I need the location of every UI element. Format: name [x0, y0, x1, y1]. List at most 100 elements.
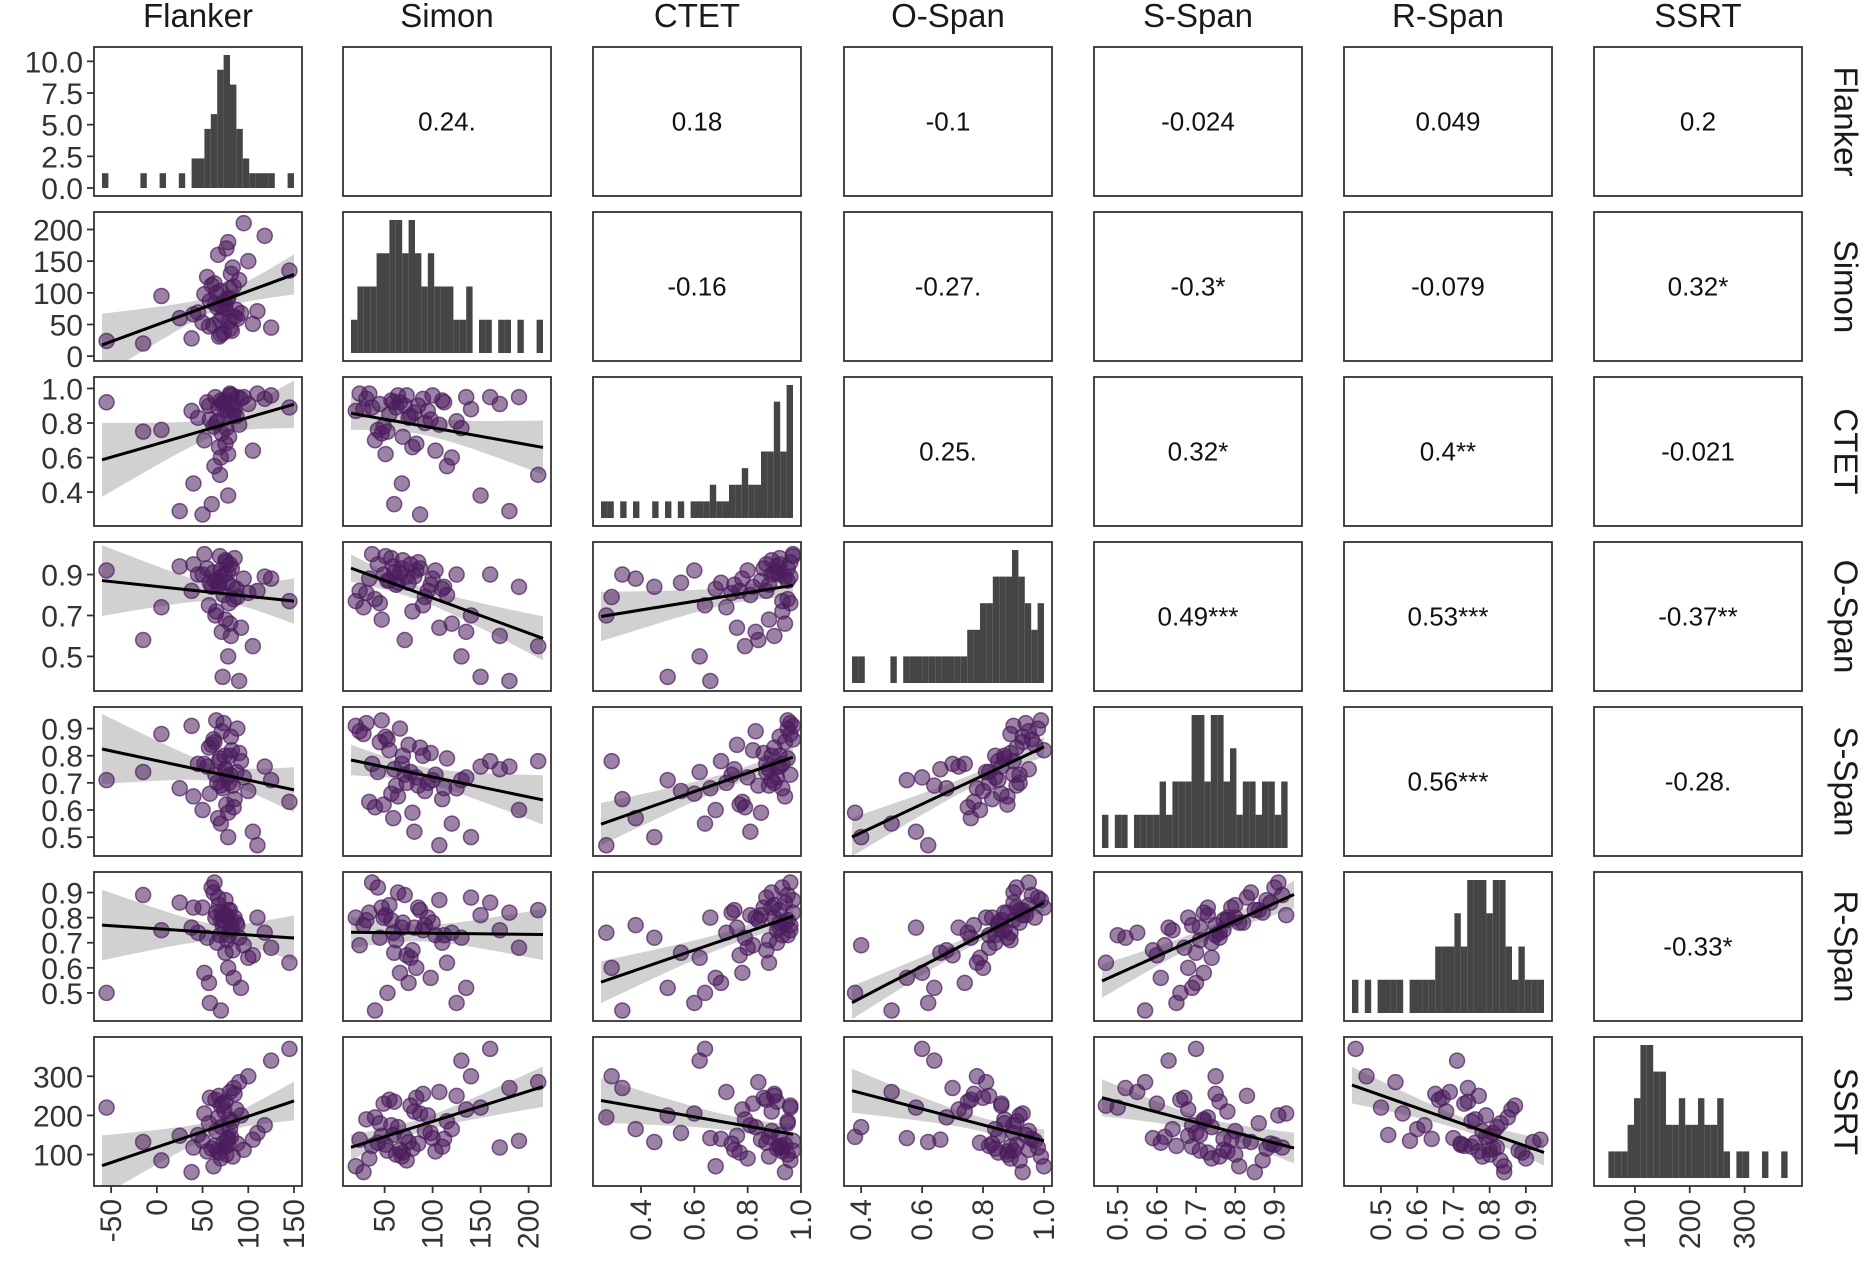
scatter-area — [598, 1040, 801, 1181]
data-point — [411, 506, 429, 523]
data-point — [1191, 919, 1209, 936]
data-point — [377, 445, 394, 463]
panel-border — [592, 706, 802, 857]
histogram-bar — [652, 501, 659, 518]
data-point — [427, 442, 444, 459]
data-point — [1187, 1040, 1205, 1058]
histogram-bar — [249, 173, 256, 188]
data-point — [598, 1109, 615, 1126]
histogram-bar — [1672, 1124, 1679, 1178]
data-point — [907, 919, 925, 936]
histogram-bar — [178, 173, 186, 188]
histogram-bar — [935, 656, 942, 683]
confidence-band — [102, 545, 294, 624]
data-point — [956, 974, 974, 992]
data-point — [852, 936, 870, 954]
data-point — [262, 319, 280, 336]
data-point — [760, 611, 778, 628]
data-point — [739, 1150, 756, 1167]
data-point — [782, 568, 799, 585]
panel-o-span-s-span: 0.49*** — [1093, 541, 1303, 692]
histogram-bar — [903, 656, 910, 683]
data-point — [739, 562, 756, 579]
data-point — [244, 947, 262, 964]
data-point — [211, 466, 229, 484]
histogram-bar — [1512, 979, 1519, 1013]
y-tick-label: 5.0 — [41, 110, 83, 143]
panel-border — [1593, 211, 1803, 362]
histogram-bar — [767, 451, 774, 518]
scatter-area — [1347, 1040, 1549, 1181]
panel-o-span-simon — [342, 541, 552, 692]
correlation-label: 0.4** — [1420, 437, 1476, 467]
data-point — [718, 599, 735, 616]
data-point — [214, 668, 231, 686]
data-point — [481, 894, 499, 911]
regression-line — [350, 566, 544, 640]
regression-line — [350, 930, 544, 937]
data-point — [431, 1083, 448, 1101]
data-point — [691, 763, 708, 781]
data-point — [219, 828, 237, 846]
panel-flanker-simon: 0.24. — [342, 46, 552, 197]
y-axis-ssrt: 100 200 300 — [33, 1061, 94, 1173]
histogram-bar — [389, 220, 396, 353]
data-point — [431, 891, 448, 909]
data-point — [1242, 884, 1260, 901]
data-point — [1246, 1163, 1264, 1181]
histogram-bar — [102, 173, 109, 188]
panel-r-span-flanker — [93, 871, 303, 1022]
data-point — [366, 1002, 384, 1019]
data-point — [384, 809, 402, 827]
data-point — [1347, 1040, 1364, 1058]
data-point — [776, 615, 794, 632]
data-point — [98, 562, 115, 579]
histogram-bar — [1736, 1151, 1743, 1178]
data-point — [898, 1129, 916, 1147]
histogram-bar — [607, 501, 614, 518]
y-tick-label: 0.7 — [41, 768, 83, 801]
data-point — [134, 335, 152, 352]
data-point — [215, 714, 232, 732]
data-point — [256, 1116, 273, 1134]
histogram — [1352, 880, 1544, 1013]
panel-simon-r-span: -0.079 — [1343, 211, 1553, 362]
column-header-o-span: O-Span — [891, 0, 1005, 34]
panel-border — [1593, 46, 1803, 197]
histogram-bar — [1685, 1124, 1692, 1178]
data-point — [1372, 1099, 1390, 1116]
data-point — [1207, 1068, 1224, 1085]
data-point — [256, 227, 273, 245]
histogram-bar — [440, 286, 447, 353]
correlation-label: 0.049 — [1415, 107, 1480, 137]
histogram — [601, 385, 793, 518]
data-point — [240, 1068, 257, 1085]
data-point — [1032, 712, 1050, 729]
panel-border — [93, 706, 303, 857]
data-point — [481, 1040, 499, 1058]
data-point — [404, 942, 421, 959]
scatter-area — [98, 712, 298, 854]
data-point — [457, 979, 475, 997]
histogram-bar — [1191, 715, 1198, 848]
data-point — [404, 804, 421, 821]
x-axis-flanker: -50 0 50 100 150 — [95, 1186, 311, 1249]
panel-border — [1593, 541, 1803, 692]
histogram-bar — [479, 319, 486, 353]
data-point — [249, 302, 266, 320]
histogram-bar — [383, 253, 390, 353]
histogram-bar — [1223, 781, 1230, 848]
scatter-area — [98, 874, 298, 1019]
data-point — [1495, 1158, 1513, 1175]
x-tick-label: 0.7 — [1437, 1199, 1470, 1241]
histogram-bar — [761, 451, 768, 518]
x-axis-ctet: 0.4 0.6 0.8 1.0 — [625, 1186, 818, 1241]
histogram-bar — [741, 468, 749, 518]
histogram-bar — [1518, 946, 1525, 1013]
data-point — [728, 619, 746, 637]
data-point — [974, 959, 992, 977]
x-tick-label: 0.8 — [967, 1199, 1000, 1241]
panel-border — [93, 46, 303, 197]
panel-ssrt-flanker — [93, 1036, 303, 1187]
data-point — [766, 627, 783, 645]
